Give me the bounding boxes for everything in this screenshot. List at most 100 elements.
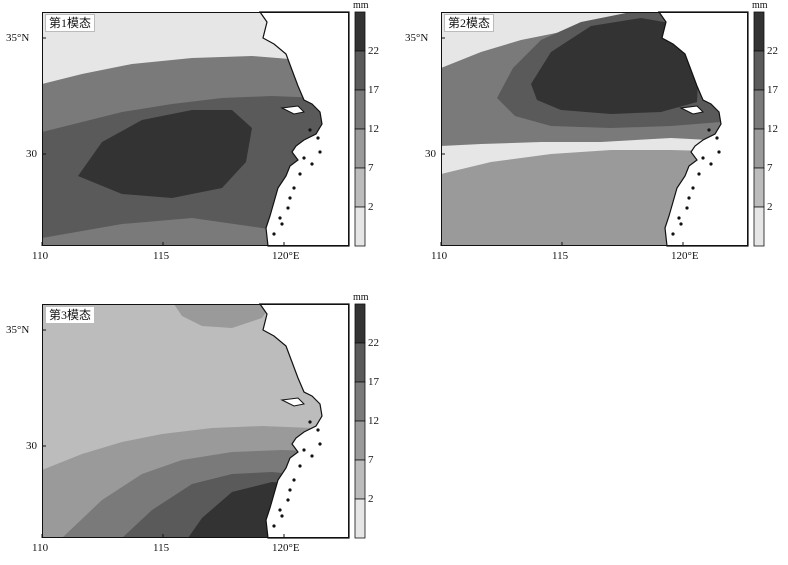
island bbox=[286, 206, 290, 210]
y-tick-label: 30 bbox=[26, 148, 37, 160]
panel-title: 第1模态 bbox=[45, 14, 96, 32]
colorbar-swatch bbox=[354, 498, 366, 539]
colorbar-swatch bbox=[753, 89, 765, 130]
colorbar-label: 7 bbox=[368, 162, 374, 174]
y-tick-label: 35°N bbox=[6, 324, 30, 336]
x-tick-label: 115 bbox=[153, 250, 170, 262]
colorbar-swatch bbox=[354, 459, 366, 500]
colorbar-swatch bbox=[354, 206, 366, 247]
island bbox=[298, 464, 302, 468]
colorbar-swatch bbox=[753, 50, 765, 91]
map-panel-2: 第2模态 bbox=[440, 11, 749, 247]
field-map bbox=[41, 11, 350, 247]
island bbox=[318, 442, 322, 446]
island bbox=[302, 156, 306, 160]
colorbar-swatch bbox=[354, 381, 366, 422]
colorbar-swatch bbox=[354, 50, 366, 91]
island bbox=[310, 454, 314, 458]
colorbar-label: 2 bbox=[368, 493, 374, 505]
colorbar-swatch bbox=[354, 128, 366, 169]
island bbox=[302, 448, 306, 452]
island bbox=[715, 136, 719, 140]
x-tick-label: 110 bbox=[32, 250, 49, 262]
island bbox=[272, 232, 276, 236]
colorbar-label: 17 bbox=[368, 84, 379, 96]
land-coastline bbox=[258, 11, 350, 247]
island bbox=[298, 172, 302, 176]
island bbox=[280, 222, 284, 226]
contour-band-level-5 bbox=[78, 110, 252, 198]
island bbox=[316, 428, 320, 432]
colorbar-swatch bbox=[354, 11, 366, 52]
island bbox=[286, 498, 290, 502]
island bbox=[316, 136, 320, 140]
colorbar-swatch bbox=[354, 167, 366, 208]
colorbar-label: 17 bbox=[368, 376, 379, 388]
colorbar-swatch bbox=[354, 303, 366, 344]
colorbar-label: 12 bbox=[368, 415, 379, 427]
colorbar-swatch bbox=[354, 420, 366, 461]
island bbox=[697, 172, 701, 176]
x-tick-label: 115 bbox=[153, 542, 170, 554]
x-tick-label: 110 bbox=[32, 542, 49, 554]
field-map bbox=[440, 11, 749, 247]
land-coastline bbox=[258, 303, 350, 539]
colorbar-swatch bbox=[354, 89, 366, 130]
island bbox=[280, 514, 284, 518]
island bbox=[272, 524, 276, 528]
contour-band-level-5 bbox=[531, 18, 699, 114]
island bbox=[671, 232, 675, 236]
panel-title: 第2模态 bbox=[444, 14, 495, 32]
colorbar-label: 2 bbox=[767, 201, 773, 213]
island bbox=[685, 206, 689, 210]
colorbar bbox=[354, 11, 366, 247]
river-estuary bbox=[679, 105, 705, 115]
island bbox=[278, 216, 282, 220]
colorbar-swatch bbox=[753, 206, 765, 247]
colorbar-unit: mm bbox=[353, 0, 369, 11]
colorbar-label: 7 bbox=[767, 162, 773, 174]
colorbar-swatch bbox=[354, 342, 366, 383]
land-coastline bbox=[657, 11, 749, 247]
y-tick-label: 35°N bbox=[405, 32, 429, 44]
colorbar-label: 7 bbox=[368, 454, 374, 466]
island bbox=[707, 128, 711, 132]
island bbox=[278, 508, 282, 512]
colorbar-unit: mm bbox=[353, 292, 369, 303]
island bbox=[288, 196, 292, 200]
island bbox=[292, 186, 296, 190]
colorbar-label: 22 bbox=[767, 45, 778, 57]
colorbar bbox=[753, 11, 765, 247]
colorbar-label: 22 bbox=[368, 45, 379, 57]
island bbox=[318, 150, 322, 154]
x-tick-label: 110 bbox=[431, 250, 448, 262]
island bbox=[717, 150, 721, 154]
map-panel-1: 第1模态 bbox=[41, 11, 350, 247]
colorbar-label: 12 bbox=[767, 123, 778, 135]
river-estuary bbox=[280, 397, 306, 407]
y-tick-label: 30 bbox=[425, 148, 436, 160]
island bbox=[308, 128, 312, 132]
y-tick-label: 30 bbox=[26, 440, 37, 452]
island bbox=[308, 420, 312, 424]
island bbox=[701, 156, 705, 160]
island bbox=[687, 196, 691, 200]
x-tick-label: 120°E bbox=[272, 250, 300, 262]
island bbox=[310, 162, 314, 166]
colorbar-swatch bbox=[753, 128, 765, 169]
island bbox=[292, 478, 296, 482]
map-panel-3: 第3模态 bbox=[41, 303, 350, 539]
island bbox=[679, 222, 683, 226]
colorbar-label: 17 bbox=[767, 84, 778, 96]
island bbox=[691, 186, 695, 190]
colorbar bbox=[354, 303, 366, 539]
colorbar-label: 22 bbox=[368, 337, 379, 349]
x-tick-label: 120°E bbox=[272, 542, 300, 554]
island bbox=[677, 216, 681, 220]
river-estuary bbox=[280, 105, 306, 115]
island bbox=[709, 162, 713, 166]
field-map bbox=[41, 303, 350, 539]
x-tick-label: 120°E bbox=[671, 250, 699, 262]
x-tick-label: 115 bbox=[552, 250, 569, 262]
colorbar-label: 2 bbox=[368, 201, 374, 213]
